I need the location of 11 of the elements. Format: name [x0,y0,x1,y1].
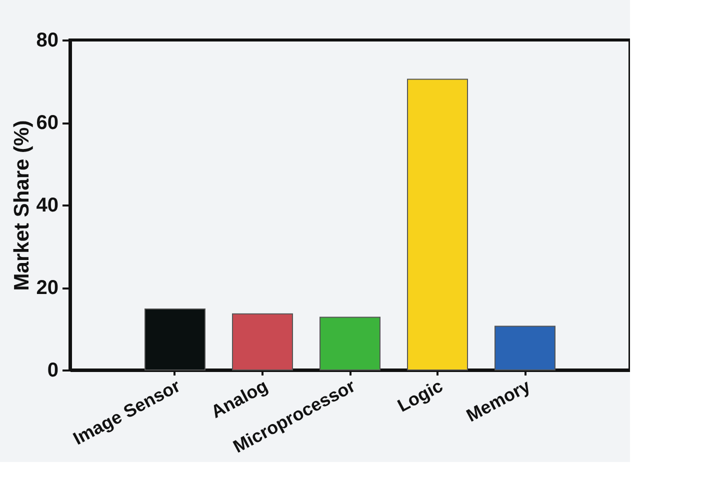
bar [407,78,468,370]
x-tick-label: Logic [394,376,446,416]
y-tick-label: 60 [36,112,58,134]
y-tick-label: 0 [47,360,58,382]
y-tick-label: 40 [36,194,58,216]
y-axis-title: Market Share (%) [10,120,34,291]
y-tick-label: 20 [36,277,58,299]
bar [494,326,556,370]
y-tick-label: 80 [36,30,58,52]
bar [232,313,293,370]
bar [320,316,380,370]
